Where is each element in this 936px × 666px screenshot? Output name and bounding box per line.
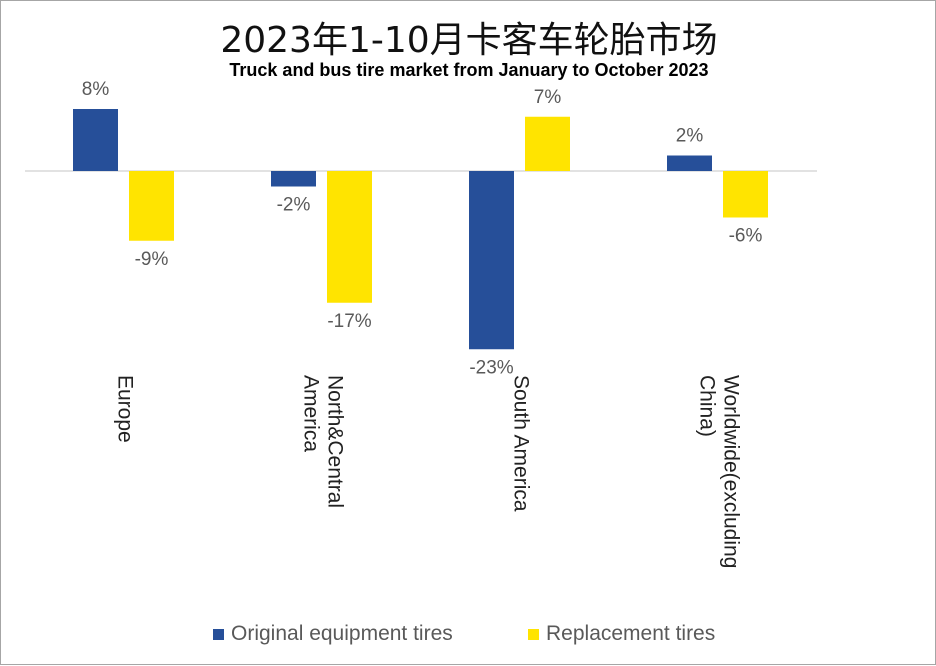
legend-swatch-original-equipment <box>213 628 224 640</box>
category-label-1-line-1: America <box>299 375 322 452</box>
data-label-replacement-0: -9% <box>135 249 169 270</box>
bar-original-0 <box>73 109 118 171</box>
data-label-replacement-3: -6% <box>729 226 763 247</box>
data-label-original-0: 8% <box>82 79 110 100</box>
legend-item-replacement: Replacement tires <box>528 619 715 649</box>
data-label-replacement-1: -17% <box>327 311 371 332</box>
bar-original-1 <box>271 171 316 187</box>
legend-swatch-replacement <box>528 628 539 640</box>
category-label-1-line-0: North&Central <box>323 375 346 508</box>
bar-replacement-0 <box>129 171 174 241</box>
category-label-3-line-1: China) <box>695 375 718 437</box>
data-label-replacement-2: 7% <box>534 87 562 108</box>
data-label-original-3: 2% <box>676 126 704 147</box>
legend-label-original-equipment: Original equipment tires <box>231 622 453 645</box>
data-label-original-1: -2% <box>277 195 311 216</box>
bar-original-3 <box>667 155 712 171</box>
data-label-original-2: -23% <box>469 357 513 378</box>
chart-title: 2023年1-10月卡客车轮胎市场 <box>220 20 718 61</box>
category-label-0-line-0: Europe <box>113 375 136 443</box>
chart-subtitle: Truck and bus tire market from January t… <box>229 60 709 80</box>
legend-item-original-equipment: Original equipment tires <box>213 619 453 649</box>
bar-original-2 <box>469 171 514 350</box>
legend-label-replacement: Replacement tires <box>546 622 716 645</box>
bar-replacement-2 <box>525 116 570 171</box>
category-label-3-line-0: Worldwide(excluding <box>719 375 742 568</box>
bar-replacement-1 <box>327 171 372 303</box>
bar-replacement-3 <box>723 171 768 218</box>
category-label-2-line-0: South America <box>509 375 532 512</box>
